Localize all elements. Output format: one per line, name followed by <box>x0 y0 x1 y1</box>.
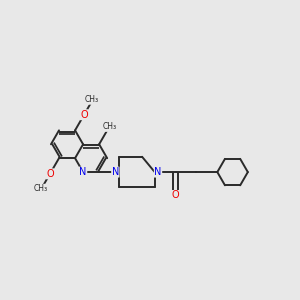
Text: O: O <box>80 110 88 120</box>
Text: O: O <box>172 190 179 200</box>
Text: N: N <box>112 167 119 177</box>
Text: CH₃: CH₃ <box>34 184 48 193</box>
Text: CH₃: CH₃ <box>85 95 99 104</box>
Text: N: N <box>80 167 87 177</box>
Text: N: N <box>154 167 162 177</box>
Text: O: O <box>46 169 54 179</box>
Text: CH₃: CH₃ <box>103 122 117 131</box>
